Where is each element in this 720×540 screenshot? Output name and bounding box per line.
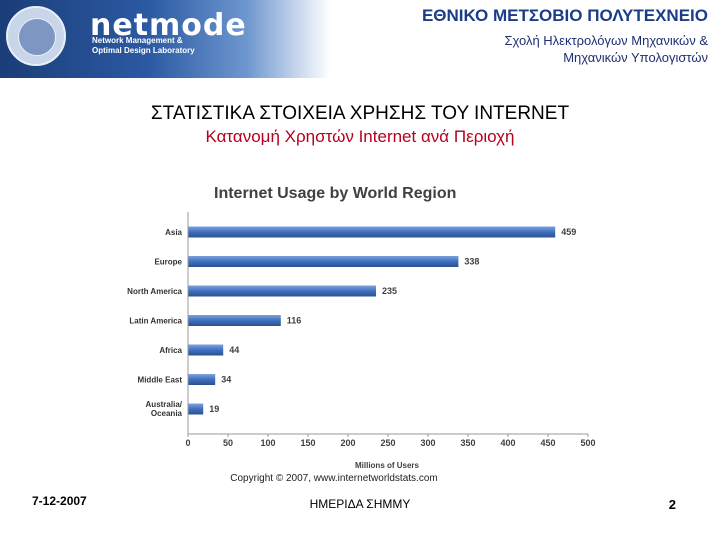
category-label: North America <box>127 287 182 296</box>
internet-usage-chart: Internet Usage by World Region Asia 459 Eu… <box>127 185 596 484</box>
bar-asia <box>188 226 556 238</box>
x-tick-label: 200 <box>340 438 355 448</box>
seal-center <box>18 18 56 56</box>
lab-name-line1: Network Management & <box>92 36 183 45</box>
department-name: Σχολή Ηλεκτρολόγων Μηχανικών & Μηχανικών… <box>422 32 708 66</box>
footer-event: ΗΜΕΡΙΔΑ ΣΗΜΜΥ <box>309 497 411 511</box>
chart-title: Internet Usage by World Region <box>214 185 456 202</box>
netmode-logo-text: netmode <box>90 8 247 43</box>
x-tick-label: 250 <box>380 438 395 448</box>
x-tick-label: 400 <box>500 438 515 448</box>
department-line2: Μηχανικών Υπολογιστών <box>563 50 708 65</box>
category-label: Middle East <box>138 376 183 385</box>
slide-title: ΣΤΑΤΙΣΤΙΚΑ ΣΤΟΙΧΕΙΑ ΧΡΗΣΗΣ ΤΟΥ INTERNET <box>150 103 570 124</box>
data-label: 44 <box>229 345 239 355</box>
x-tick-label: 450 <box>540 438 555 448</box>
slide-subtitle: Κατανομή Χρηστών Internet ανά Περιοχή <box>205 127 515 146</box>
lab-name: Network Management & Optimal Design Labo… <box>92 36 242 56</box>
data-label: 19 <box>209 404 219 414</box>
x-tick-label: 150 <box>300 438 315 448</box>
x-tick-label: 350 <box>460 438 475 448</box>
bar-australia-oceania <box>188 403 204 415</box>
chart-source: Copyright © 2007, www.internetworldstats… <box>230 473 437 484</box>
category-label: Australia/Oceania <box>146 400 183 418</box>
page-number: 2 <box>668 497 676 512</box>
x-tick-label: 100 <box>260 438 275 448</box>
category-label: Africa <box>159 346 182 355</box>
bar-middle-east <box>188 374 216 385</box>
x-tick-label: 500 <box>580 438 595 448</box>
x-axis-label: Millions of Users <box>355 461 420 470</box>
x-tick-label: 300 <box>420 438 435 448</box>
category-label: Europe <box>154 258 182 267</box>
data-label: 338 <box>464 257 479 267</box>
data-label: 235 <box>382 286 397 296</box>
header-banner: netmode Network Management & Optimal Des… <box>0 0 330 78</box>
institution-block: ΕΘΝΙΚΟ ΜΕΤΣΟΒΙΟ ΠΟΛΥΤΕΧΝΕΙΟ Σχολή Ηλεκτρ… <box>422 6 708 66</box>
x-tick-label: 0 <box>185 438 190 448</box>
category-label: Latin America <box>129 317 182 326</box>
data-label: 116 <box>287 316 302 326</box>
lab-name-line2: Optimal Design Laboratory <box>92 46 195 55</box>
x-tick-labels: 0 50 100 150 200 250 300 350 400 450 500 <box>185 434 596 448</box>
x-tick-label: 50 <box>223 438 233 448</box>
bars-layer: Asia 459 Europe 338 North America 235 Latin Am… <box>127 226 576 418</box>
bar-africa <box>188 344 224 356</box>
category-label: Asia <box>165 228 182 237</box>
data-label: 34 <box>221 375 231 385</box>
data-label: 459 <box>561 227 576 237</box>
university-seal-logo <box>6 6 66 66</box>
department-line1: Σχολή Ηλεκτρολόγων Μηχανικών & <box>504 33 708 48</box>
footer-date: 7-12-2007 <box>32 494 87 508</box>
bar-europe <box>188 256 459 267</box>
institution-name: ΕΘΝΙΚΟ ΜΕΤΣΟΒΙΟ ΠΟΛΥΤΕΧΝΕΙΟ <box>421 6 708 25</box>
bar-north-america <box>188 285 376 297</box>
bar-latin-america <box>188 315 281 326</box>
